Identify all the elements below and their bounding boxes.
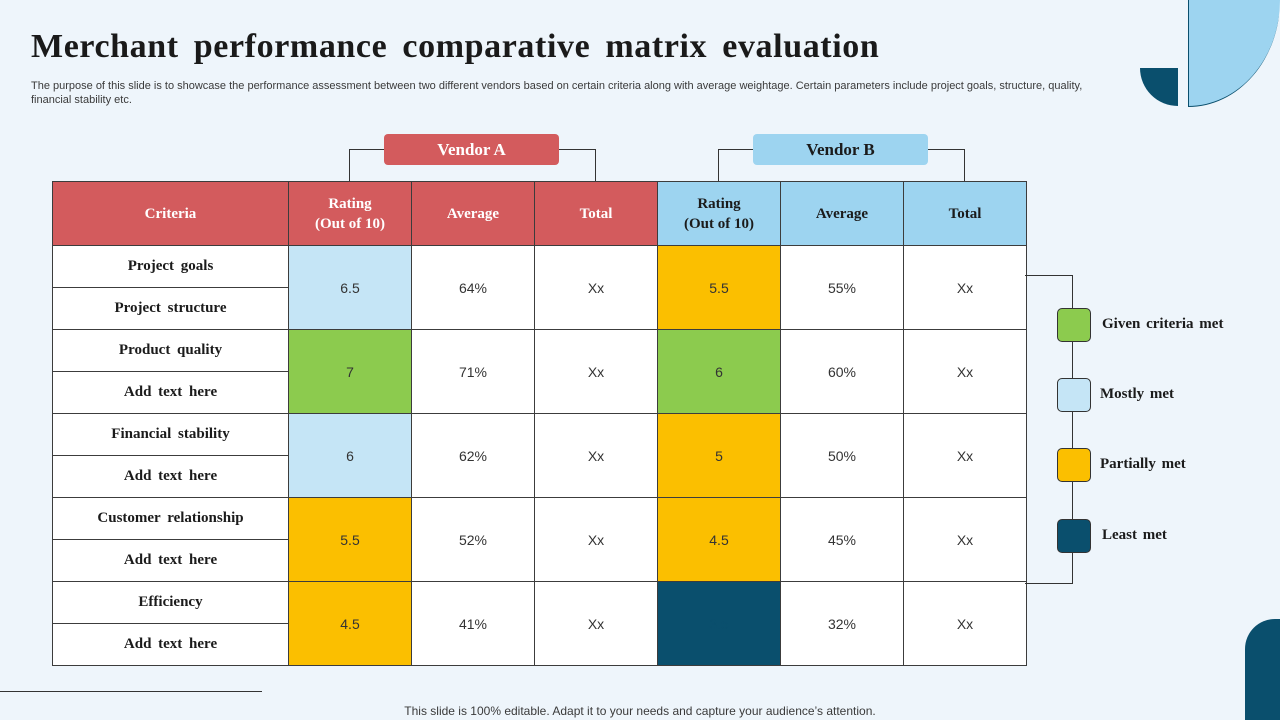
legend-label-partially: Partially met <box>1100 456 1186 472</box>
rating-line2: (Out of 10) <box>684 215 754 232</box>
legend-connector-bottom <box>1025 583 1073 584</box>
vendor-a-average-cell: 62% <box>411 413 535 498</box>
vendor-a-label: Vendor A <box>384 134 559 165</box>
vendor-a-average-cell: 52% <box>411 497 535 582</box>
table-row: Product quality 7 71% Xx 6 60% Xx <box>52 329 1027 414</box>
page-title: Merchant performance comparative matrix … <box>31 28 880 65</box>
table-header-row: Criteria Rating (Out of 10) Average Tota… <box>52 181 1027 246</box>
header-vendor-a-total: Total <box>534 181 658 246</box>
criteria-cell: Project structure <box>52 287 289 330</box>
vendor-a-rating-cell: 7 <box>288 329 412 414</box>
table-row: Customer relationship 5.5 52% Xx 4.5 45%… <box>52 497 1027 582</box>
legend-label-least: Least met <box>1102 527 1167 543</box>
legend-swatch-given <box>1057 308 1091 342</box>
vendor-b-average-cell: 55% <box>780 245 904 330</box>
vendor-b-total-cell: Xx <box>903 581 1027 666</box>
criteria-cell: Product quality <box>52 329 289 372</box>
vendor-b-average-cell: 50% <box>780 413 904 498</box>
vendor-a-total-cell: Xx <box>534 329 658 414</box>
rating-line2: (Out of 10) <box>315 215 385 232</box>
vendor-a-average-cell: 41% <box>411 581 535 666</box>
rating-line1: Rating <box>328 195 372 212</box>
table-row: Add text here <box>52 371 1027 414</box>
page-subtitle: The purpose of this slide is to showcase… <box>31 80 1083 106</box>
criteria-cell: Add text here <box>52 455 289 498</box>
table-row: Add text here <box>52 623 1027 666</box>
vendor-a-average-cell: 64% <box>411 245 535 330</box>
criteria-cell: Efficiency <box>52 581 289 624</box>
header-criteria: Criteria <box>52 181 289 246</box>
vendor-b-average-cell: 60% <box>780 329 904 414</box>
vendor-b-total-cell: Xx <box>903 413 1027 498</box>
rating-line1: Rating <box>697 195 741 212</box>
decorative-corner-shape <box>1245 619 1280 720</box>
vendor-b-average-cell: 32% <box>780 581 904 666</box>
table-row: Project goals 6.5 64% Xx 5.5 55% Xx <box>52 245 1027 330</box>
footer-note: This slide is 100% editable. Adapt it to… <box>404 704 876 718</box>
vendor-b-total-cell: Xx <box>903 329 1027 414</box>
vendor-b-rating-cell: 3.5 <box>657 581 781 666</box>
legend-connector-vertical <box>1072 275 1073 584</box>
legend-swatch-least <box>1057 519 1091 553</box>
legend-connector-top <box>1025 275 1073 276</box>
header-vendor-b-rating: Rating (Out of 10) <box>657 181 781 246</box>
legend-swatch-mostly <box>1057 378 1091 412</box>
vendor-b-rating-cell: 4.5 <box>657 497 781 582</box>
table-row: Efficiency 4.5 41% Xx 3.5 32% Xx <box>52 581 1027 666</box>
decorative-quarter-circle-light <box>1188 0 1280 107</box>
vendor-a-total-cell: Xx <box>534 497 658 582</box>
vendor-a-rating-cell: 6 <box>288 413 412 498</box>
criteria-cell: Financial stability <box>52 413 289 456</box>
vendor-b-rating-cell: 5.5 <box>657 245 781 330</box>
vendor-a-rating-cell: 5.5 <box>288 497 412 582</box>
vendor-a-average-cell: 71% <box>411 329 535 414</box>
decorative-quarter-circle-dark <box>1140 68 1178 106</box>
vendor-b-rating-cell: 6 <box>657 329 781 414</box>
header-vendor-a-average: Average <box>411 181 535 246</box>
criteria-cell: Customer relationship <box>52 497 289 540</box>
criteria-cell: Add text here <box>52 371 289 414</box>
criteria-cell: Add text here <box>52 539 289 582</box>
header-vendor-a-rating: Rating (Out of 10) <box>288 181 412 246</box>
vendor-b-total-cell: Xx <box>903 245 1027 330</box>
criteria-cell: Add text here <box>52 623 289 666</box>
legend-label-mostly: Mostly met <box>1100 386 1175 402</box>
legend-label-given: Given criteria met <box>1102 316 1224 332</box>
table-row: Financial stability 6 62% Xx 5 50% Xx <box>52 413 1027 498</box>
vendor-b-total-cell: Xx <box>903 497 1027 582</box>
vendor-a-rating-cell: 6.5 <box>288 245 412 330</box>
table-row: Add text here <box>52 539 1027 582</box>
header-vendor-b-average: Average <box>780 181 904 246</box>
table-row: Project structure <box>52 287 1027 330</box>
comparison-matrix: Criteria Rating (Out of 10) Average Tota… <box>52 181 1027 666</box>
vendor-a-total-cell: Xx <box>534 581 658 666</box>
header-vendor-b-total: Total <box>903 181 1027 246</box>
vendor-b-label: Vendor B <box>753 134 928 165</box>
vendor-a-total-cell: Xx <box>534 245 658 330</box>
legend-swatch-partially <box>1057 448 1091 482</box>
vendor-a-total-cell: Xx <box>534 413 658 498</box>
vendor-b-average-cell: 45% <box>780 497 904 582</box>
table-row: Add text here <box>52 455 1027 498</box>
vendor-b-rating-cell: 5 <box>657 413 781 498</box>
criteria-cell: Project goals <box>52 245 289 288</box>
vendor-a-rating-cell: 4.5 <box>288 581 412 666</box>
footer-divider <box>0 691 262 692</box>
